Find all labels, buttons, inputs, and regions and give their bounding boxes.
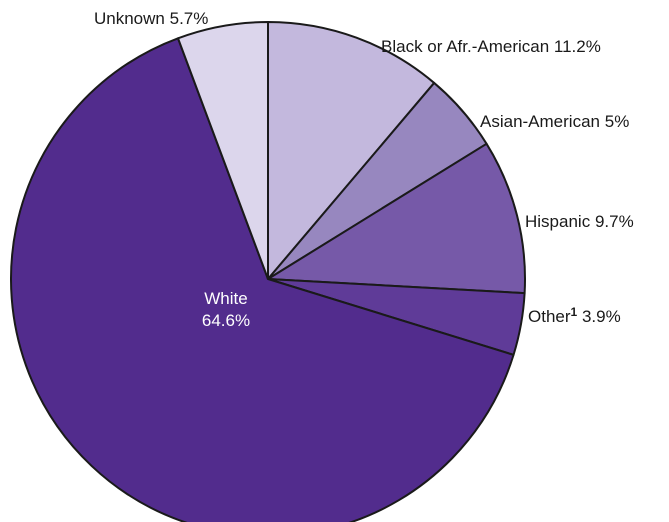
pie-slices [10, 21, 526, 522]
pie-slice-unknown [177, 21, 269, 280]
pie-slice-black [267, 21, 436, 280]
label-hispanic: Hispanic 9.7% [525, 212, 634, 231]
pie-slice-white [10, 37, 515, 522]
label-asian: Asian-American 5% [480, 112, 629, 131]
pie-slice-hispanic [267, 142, 526, 295]
pie-labels: Unknown 5.7% Black or Afr.-American 11.2… [94, 9, 634, 330]
label-unknown: Unknown 5.7% [94, 9, 208, 28]
label-white: White 64.6% [202, 289, 250, 330]
label-other: Other1 3.9% [528, 305, 621, 326]
label-black: Black or Afr.-American 11.2% [381, 37, 601, 56]
